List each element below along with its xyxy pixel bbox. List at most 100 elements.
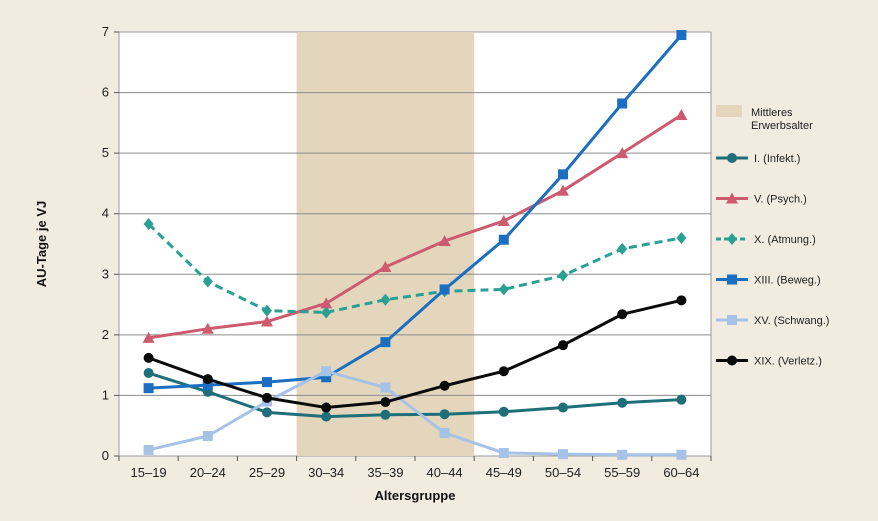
data-point (439, 409, 450, 420)
data-point (557, 184, 569, 196)
data-point (616, 147, 629, 159)
y-tick-label: 2 (102, 327, 109, 342)
data-point (380, 293, 391, 306)
y-tick-label: 6 (102, 85, 109, 100)
x-tick-label: 30–34 (308, 465, 344, 480)
data-point (380, 337, 391, 348)
legend-label: XV. (Schwang.) (754, 315, 829, 327)
data-point (498, 366, 509, 377)
y-axis-title: AU-Tage je VJ (34, 201, 49, 287)
data-point (142, 331, 155, 343)
series-line (148, 369, 682, 457)
data-point (558, 169, 568, 180)
data-point (498, 283, 509, 296)
data-point (143, 218, 154, 231)
y-tick-label: 1 (102, 387, 109, 402)
x-tick-label: 50–54 (545, 465, 581, 480)
data-point (617, 98, 628, 109)
data-point (262, 304, 272, 317)
y-tick-label: 5 (102, 145, 109, 160)
legend-marker (727, 274, 737, 285)
x-axis-title: Altersgruppe (375, 488, 456, 503)
series-1 (143, 368, 687, 422)
data-point (262, 377, 272, 388)
data-point (379, 261, 392, 273)
data-point (321, 402, 332, 413)
data-point (202, 275, 213, 288)
data-point (497, 214, 510, 226)
data-point (676, 30, 687, 41)
series-6 (143, 295, 687, 413)
data-point (439, 380, 450, 391)
legend-label: X. (Atmung.) (754, 234, 816, 246)
series-line (148, 113, 683, 340)
data-point (676, 449, 687, 460)
legend-band-swatch (716, 105, 742, 117)
data-point (262, 407, 272, 418)
data-point (143, 383, 154, 394)
series-line (148, 34, 683, 390)
legend-marker (727, 355, 737, 366)
data-point (498, 447, 509, 458)
y-tick-label: 4 (102, 206, 109, 221)
data-point (202, 431, 213, 442)
x-tick-label: 40–44 (427, 465, 463, 480)
data-point (261, 315, 273, 327)
legend-label: V. (Psych.) (754, 194, 807, 206)
legend-marker (726, 192, 738, 204)
series-2 (142, 108, 688, 343)
x-tick-label: 25–29 (249, 465, 285, 480)
data-point (321, 306, 332, 319)
series-line (148, 298, 682, 410)
data-point (320, 297, 333, 309)
series-line (148, 371, 682, 419)
legend-marker (727, 153, 737, 163)
data-point (617, 242, 628, 255)
data-point (143, 444, 154, 455)
legend-label: XIX. (Verletz.) (754, 356, 822, 368)
x-tick-label: 15–19 (131, 465, 167, 480)
y-tick-label: 3 (102, 266, 109, 281)
data-point (558, 269, 568, 282)
legend-label: I. (Infekt.) (754, 153, 800, 165)
x-tick-label: 45–49 (486, 465, 522, 480)
data-point (439, 284, 450, 295)
data-point (675, 108, 688, 120)
data-point (439, 427, 450, 438)
legend-marker (727, 315, 737, 325)
y-tick-label: 7 (102, 24, 109, 39)
data-point (202, 374, 213, 385)
data-point (676, 231, 687, 244)
data-point (143, 368, 154, 379)
data-point (202, 380, 213, 391)
data-point (321, 366, 332, 377)
y-tick-label: 0 (102, 448, 109, 463)
data-point (380, 409, 391, 420)
data-point (262, 392, 272, 403)
data-point (143, 352, 154, 363)
data-point (321, 411, 332, 422)
data-point (617, 309, 628, 320)
data-point (558, 449, 568, 460)
data-point (321, 372, 332, 383)
legend-marker (727, 233, 737, 245)
data-point (617, 449, 628, 460)
data-point (498, 234, 509, 245)
legend-band-label: Mittleres Erwerbsalter (751, 107, 813, 132)
data-point (558, 340, 568, 351)
series-4 (143, 30, 687, 394)
data-point (201, 322, 214, 334)
data-point (558, 402, 568, 413)
data-point (498, 406, 509, 417)
data-point (380, 397, 391, 408)
x-tick-label: 55–59 (604, 465, 640, 480)
data-point (676, 295, 687, 306)
x-tick-label: 35–39 (367, 465, 403, 480)
data-point (438, 234, 451, 246)
data-point (380, 382, 391, 393)
data-point (676, 394, 687, 405)
legend-label: XIII. (Beweg.) (754, 275, 821, 287)
x-tick-label: 20–24 (190, 465, 226, 480)
x-tick-label: 60–64 (663, 465, 699, 480)
